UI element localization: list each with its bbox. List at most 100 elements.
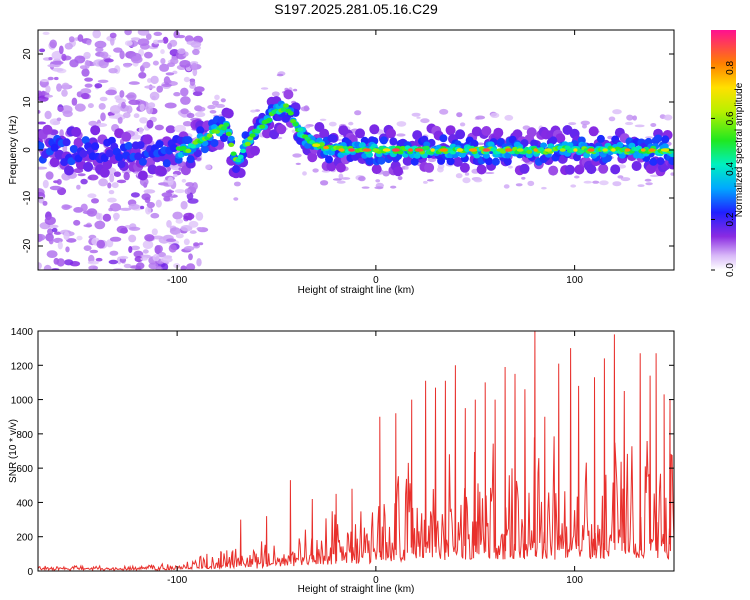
- spectrogram-noise-cell: [165, 72, 175, 76]
- spectrogram-noise-cell: [196, 258, 202, 267]
- spectrogram-noise-cell: [177, 48, 186, 55]
- spectrogram-noise-cell: [38, 262, 42, 270]
- spectrogram-ridge-cell: [230, 151, 237, 156]
- spectrogram-ridge-cell: [124, 141, 133, 150]
- spectrogram-noise-cell: [404, 165, 409, 170]
- spectrogram-noise-cell: [160, 263, 169, 270]
- spectrogram-noise-cell: [233, 197, 239, 201]
- spectrogram-noise-cell: [109, 32, 117, 39]
- spectrogram-noise-cell: [423, 180, 428, 184]
- spectrogram-ridge-cell: [636, 145, 642, 151]
- spectrogram-ridge-cell: [610, 164, 621, 175]
- spectrogram-noise-cell: [183, 76, 190, 83]
- spectrogram-noise-cell: [527, 180, 535, 187]
- spectrogram-noise-cell: [276, 73, 284, 77]
- spectrogram-ridge-cell: [355, 128, 365, 139]
- spectrogram-ridge-cell: [335, 162, 346, 173]
- spectrogram-ridge-cell: [548, 165, 559, 176]
- spectrogram-ridge-cell: [578, 149, 585, 154]
- spectrogram-y-axis-label: Frequency (Hz): [8, 116, 19, 185]
- spectrogram-noise-cell: [190, 41, 202, 48]
- spectrogram-noise-cell: [117, 116, 123, 124]
- spectrogram-noise-cell: [382, 170, 390, 177]
- spectrogram-noise-cell: [99, 96, 108, 102]
- spectrogram-noise-cell: [156, 85, 163, 93]
- spectrogram-ridge-cell: [83, 161, 94, 172]
- spectrogram-noise-cell: [650, 123, 657, 127]
- spectrogram-x-tick-label: 100: [566, 275, 583, 286]
- spectrogram-noise-cell: [130, 245, 140, 251]
- spectrogram-noise-cell: [396, 133, 406, 137]
- spectrogram-noise-cell: [48, 237, 54, 245]
- spectrogram-ridge-cell: [496, 138, 505, 147]
- spectrogram-noise-cell: [81, 68, 90, 77]
- spectrogram-noise-cell: [180, 225, 193, 232]
- spectrogram-y-tick-label: 20: [22, 48, 33, 60]
- spectrogram-noise-cell: [99, 51, 109, 59]
- spectrogram-ridge-cell: [99, 167, 110, 178]
- spectrogram-ridge-cell: [455, 129, 466, 140]
- spectrogram-noise-cell: [155, 265, 163, 270]
- spectrogram-ridge-cell: [423, 145, 430, 151]
- spectrogram-peak-cell: [362, 148, 372, 152]
- spectrogram-noise-cell: [83, 224, 93, 228]
- spectrogram-noise-cell: [48, 57, 53, 61]
- spectrogram-ridge-cell: [484, 157, 493, 166]
- spectrogram-noise-cell: [80, 88, 92, 95]
- spectrogram-peak-cell: [516, 148, 524, 152]
- spectrogram-noise-cell: [168, 244, 177, 253]
- spectrogram-noise-cell: [663, 114, 673, 121]
- spectrogram-ridge-cell: [228, 142, 235, 147]
- spectrogram-ridge-cell: [155, 140, 164, 148]
- spectrogram-ridge-cell: [445, 125, 456, 136]
- spectrogram-noise-cell: [196, 227, 203, 231]
- snr-frame: [37, 330, 675, 572]
- spectrogram-peak-cell: [391, 148, 400, 152]
- spectrogram-ridge-cell: [223, 122, 230, 127]
- spectrogram-noise-cell: [485, 172, 495, 174]
- colorbar-tick-label: 0.6: [725, 111, 736, 125]
- spectrogram-ridge-cell: [358, 142, 366, 149]
- spectrogram-noise-cell: [98, 178, 108, 187]
- spectrogram-noise-cell: [62, 145, 68, 153]
- spectrogram-ridge-cell: [42, 124, 53, 135]
- spectrogram-peak-cell: [602, 148, 608, 152]
- spectrogram-noise-cell: [163, 196, 171, 202]
- spectrogram-noise-cell: [426, 179, 434, 182]
- spectrogram-noise-cell: [179, 60, 191, 68]
- spectrogram-ridge-cell: [136, 141, 145, 150]
- spectrogram-noise-cell: [38, 110, 41, 114]
- spectrogram-ridge-cell: [276, 124, 287, 135]
- spectrogram-noise-cell: [180, 108, 189, 115]
- spectrogram-noise-cell: [319, 118, 327, 122]
- spectrogram-noise-cell: [80, 178, 88, 185]
- snr-x-tick-label: -100: [167, 575, 187, 586]
- spectrogram-peak-cell: [544, 148, 552, 152]
- spectrogram-noise-cell: [84, 59, 91, 69]
- spectrogram-noise-cell: [118, 255, 129, 260]
- spectrogram-noise-cell: [47, 224, 59, 229]
- spectrogram-peak-cell: [372, 148, 380, 152]
- spectrogram-noise-cell: [128, 99, 141, 106]
- spectrogram-noise-cell: [645, 182, 653, 186]
- spectrogram-noise-cell: [61, 82, 70, 90]
- spectrogram-ridge-cell: [220, 134, 228, 142]
- spectrogram-noise-cell: [138, 72, 147, 79]
- spectrogram-noise-cell: [396, 121, 407, 127]
- chart-title: S197.2025.281.05.16.C29: [274, 1, 438, 17]
- spectrogram-noise-cell: [157, 39, 164, 43]
- spectrogram-noise-cell: [644, 178, 652, 182]
- spectrogram-ridge-cell: [446, 157, 455, 166]
- spectrogram-noise-cell: [580, 120, 590, 126]
- spectrogram-noise-cell: [411, 112, 421, 117]
- spectrogram-noise-cell: [88, 120, 98, 127]
- spectrogram-peak-cell: [640, 148, 646, 152]
- spectrogram-ridge-cell: [329, 134, 338, 143]
- spectrogram-ridge-cell: [206, 133, 213, 138]
- spectrogram-noise-cell: [59, 129, 64, 138]
- colorbar-tick-label: 0.2: [725, 212, 736, 226]
